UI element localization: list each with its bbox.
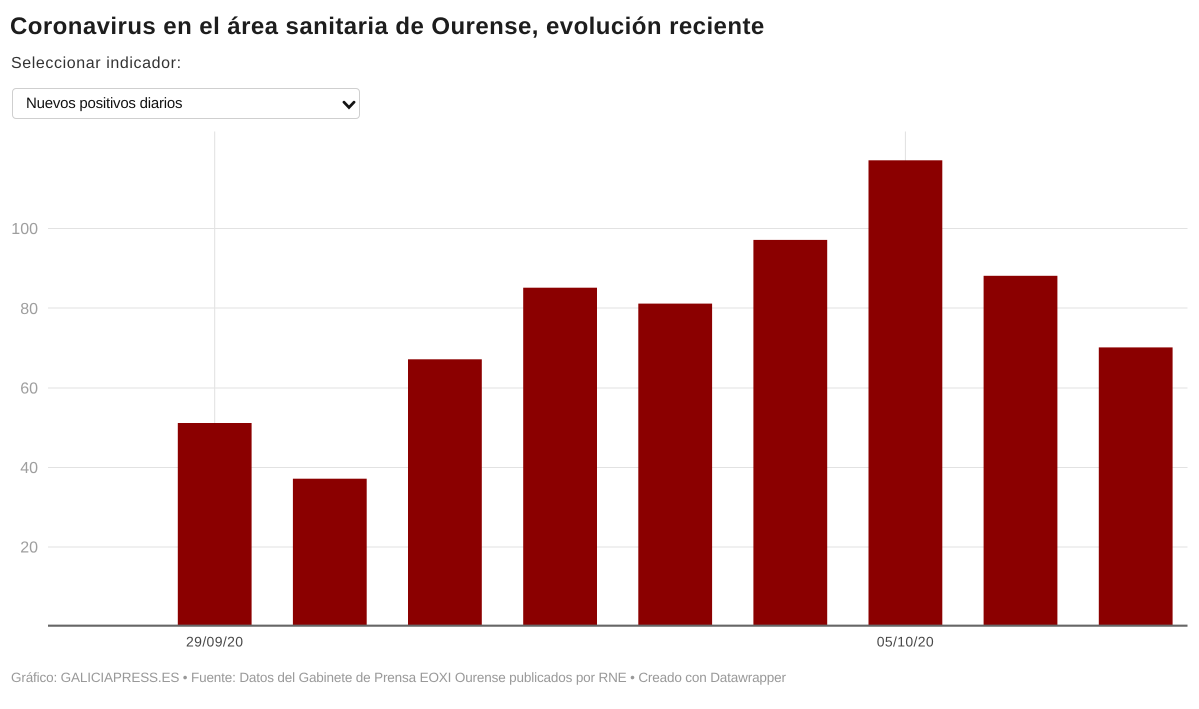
svg-text:29/09/20: 29/09/20 — [186, 633, 243, 649]
svg-text:40: 40 — [20, 460, 38, 477]
svg-text:20: 20 — [20, 540, 38, 557]
svg-text:100: 100 — [11, 221, 38, 238]
svg-text:60: 60 — [20, 381, 38, 398]
svg-text:80: 80 — [20, 301, 38, 318]
svg-text:05/10/20: 05/10/20 — [877, 633, 934, 649]
